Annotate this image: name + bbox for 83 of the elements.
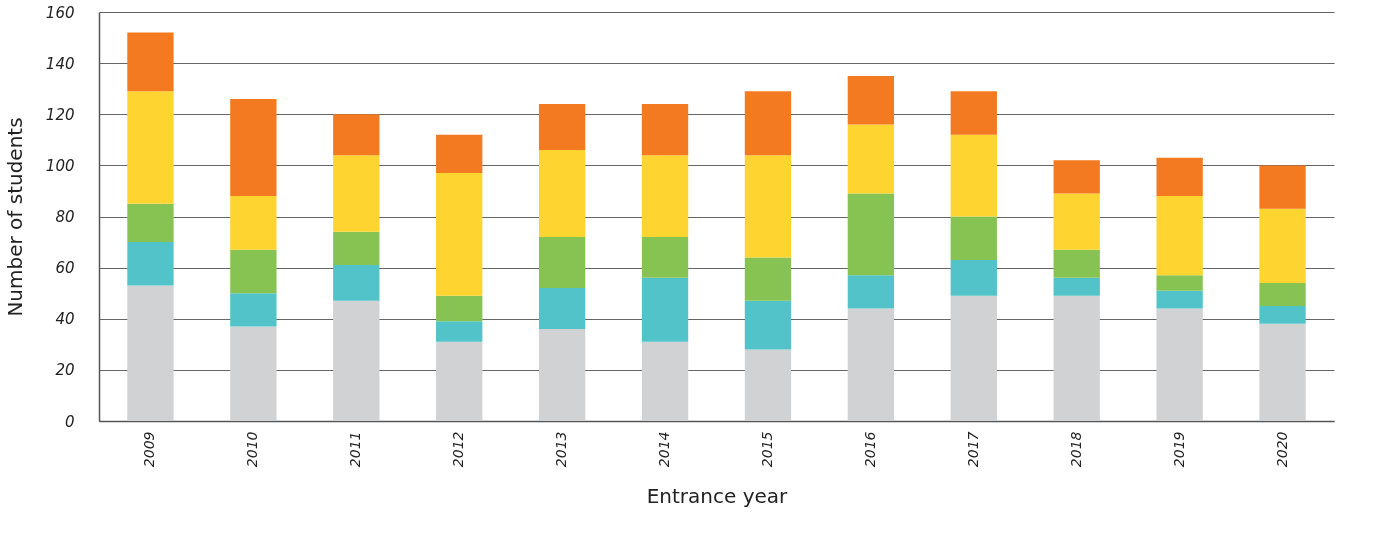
bar [1156, 275, 1203, 291]
x-tick-label: 2009 [141, 431, 158, 468]
bar [1259, 208, 1306, 283]
bar [230, 196, 277, 250]
bar [1259, 323, 1306, 421]
bar [847, 275, 895, 309]
x-tick-label: 2014 [656, 431, 673, 468]
y-tick-label: 120 [45, 105, 75, 124]
bar [1053, 295, 1100, 421]
bar [1053, 160, 1100, 194]
x-tick-label: 2013 [553, 431, 570, 468]
x-tick-label: 2011 [347, 431, 364, 468]
bar [641, 104, 689, 156]
x-tick-label: 2012 [450, 431, 467, 468]
bar [1259, 165, 1306, 209]
bar [436, 134, 483, 174]
y-tick-label: 160 [45, 3, 75, 22]
bar [1053, 277, 1100, 296]
bar [1053, 193, 1100, 250]
bar [1053, 249, 1100, 278]
bar [1259, 305, 1306, 324]
bar [950, 295, 997, 421]
bar [847, 124, 895, 194]
bar [641, 155, 689, 237]
bar [641, 236, 689, 278]
bar [127, 242, 174, 286]
bar [127, 91, 174, 204]
bar [436, 295, 483, 322]
bar [950, 259, 997, 296]
bar [538, 150, 586, 237]
bar [847, 308, 895, 421]
y-tick-label: 40 [55, 310, 75, 329]
bar [744, 300, 792, 350]
bar [230, 249, 277, 294]
x-tick-label: 2020 [1273, 431, 1290, 468]
x-tick-label: 2016 [861, 431, 878, 468]
x-axis-title: Entrance year [646, 484, 789, 509]
bar [333, 114, 380, 156]
bar [1156, 196, 1203, 276]
x-tick-label: 2019 [1170, 431, 1187, 468]
bar [127, 285, 174, 421]
bar [1259, 282, 1306, 306]
bar [744, 91, 792, 156]
bar [950, 216, 997, 260]
bar [127, 32, 174, 92]
x-tick-label: 2018 [1067, 431, 1084, 468]
y-tick-label: 140 [45, 54, 75, 73]
bar [950, 134, 997, 217]
bar [538, 104, 586, 151]
bar [1156, 157, 1203, 197]
bar [333, 300, 380, 421]
bar [744, 155, 792, 258]
bar [744, 349, 792, 421]
bar [641, 341, 689, 421]
bar [436, 321, 483, 342]
bar [538, 288, 586, 329]
bar [847, 75, 895, 125]
bar [230, 98, 277, 197]
x-tick-label: 2010 [244, 431, 261, 468]
bar [333, 265, 380, 301]
y-tick-label: 100 [45, 156, 75, 175]
bar [436, 173, 483, 296]
y-tick-label: 60 [55, 259, 75, 278]
bar [538, 328, 586, 421]
bar [1156, 308, 1203, 421]
bar [230, 293, 277, 327]
bar [950, 91, 997, 135]
bar [1156, 290, 1203, 309]
bar [744, 257, 792, 301]
bar [538, 236, 586, 289]
bar [127, 203, 174, 243]
y-axis-title: Number of students [2, 117, 27, 317]
bar [641, 277, 689, 342]
bar [436, 341, 483, 421]
y-tick-label: 0 [64, 412, 75, 431]
x-tick-label: 2015 [758, 431, 775, 468]
x-tick-label: 2017 [964, 431, 981, 468]
bar [847, 193, 895, 276]
y-tick-label: 80 [55, 208, 75, 226]
bar [230, 326, 277, 421]
bar [333, 155, 380, 232]
y-tick-label: 20 [55, 361, 75, 380]
bar [333, 231, 380, 266]
